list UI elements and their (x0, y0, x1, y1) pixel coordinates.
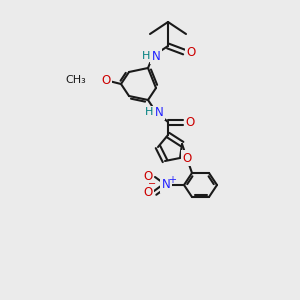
Text: N: N (162, 178, 170, 191)
Text: −: − (148, 179, 156, 189)
Text: CH₃: CH₃ (65, 75, 86, 85)
Text: +: + (168, 175, 176, 185)
Text: N: N (154, 106, 164, 118)
Text: O: O (185, 116, 195, 128)
Text: O: O (143, 170, 153, 184)
Text: H: H (142, 51, 150, 61)
Text: O: O (186, 46, 196, 59)
Text: O: O (182, 152, 192, 164)
Text: O: O (143, 187, 153, 200)
Text: N: N (152, 50, 160, 62)
Text: H: H (145, 107, 153, 117)
Text: O: O (101, 74, 111, 86)
